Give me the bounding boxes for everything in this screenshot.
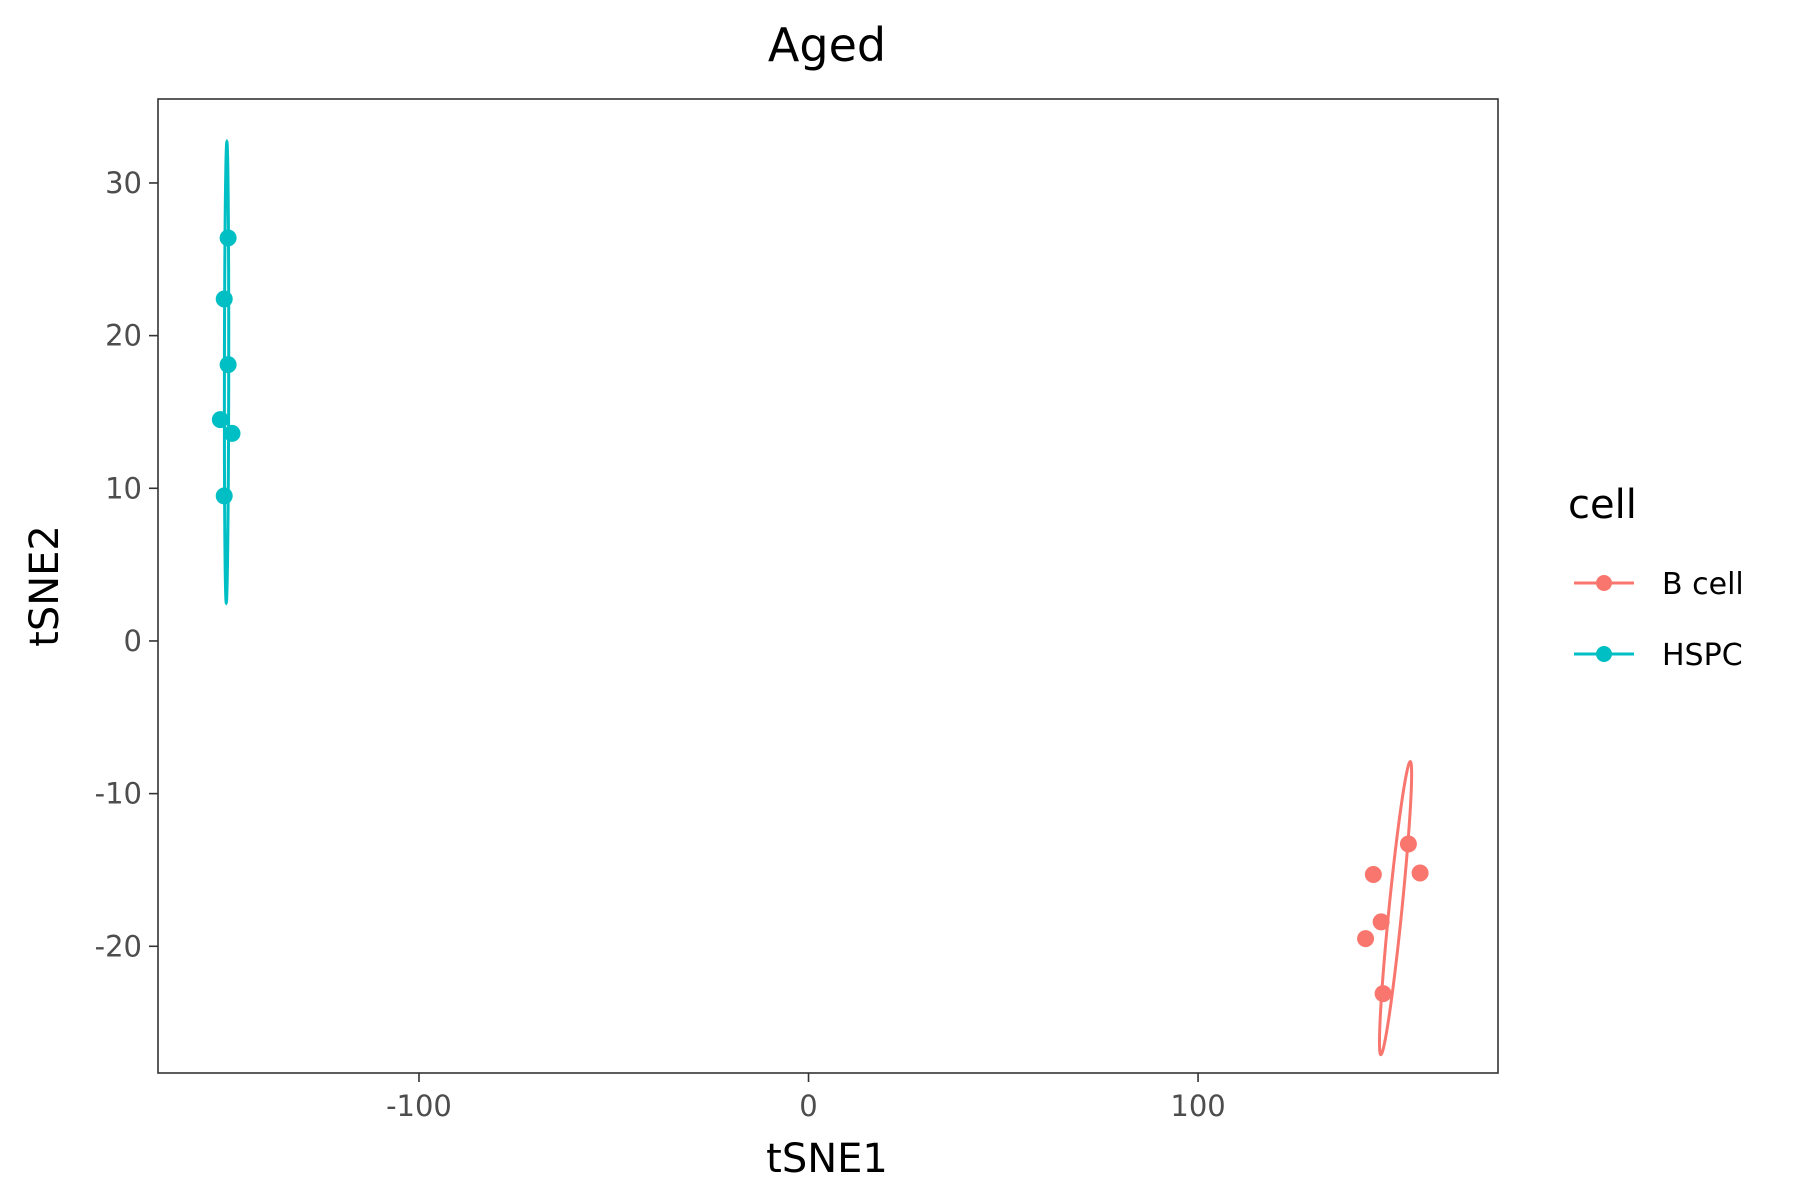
y-tick-label: -10: [95, 777, 142, 811]
legend-label: HSPC: [1662, 638, 1743, 673]
x-axis-title: tSNE1: [766, 1136, 888, 1182]
y-tick-label: 10: [105, 471, 142, 505]
y-tick-label: -20: [95, 929, 142, 963]
legend-label: B cell: [1662, 567, 1744, 602]
legend-item-hspc: HSPC: [1574, 638, 1743, 673]
y-tick-label: 0: [124, 624, 142, 658]
x-tick-label: 0: [799, 1089, 817, 1123]
data-point: [1364, 866, 1382, 884]
data-point: [1399, 835, 1417, 853]
plot-area: [211, 138, 1429, 1057]
legend: cell B cell HSPC: [1568, 482, 1744, 673]
data-point: [1374, 985, 1392, 1003]
data-point: [215, 290, 233, 308]
x-tick-label: 100: [1170, 1089, 1225, 1123]
x-tick-label: -100: [386, 1089, 452, 1123]
series-hspc: [211, 138, 241, 606]
data-point: [219, 356, 237, 374]
legend-item-b-cell: B cell: [1574, 567, 1744, 602]
data-point: [223, 424, 241, 442]
data-point: [1372, 913, 1390, 931]
y-tick-label: 20: [105, 319, 142, 353]
legend-key-dot: [1596, 646, 1612, 662]
legend-title: cell: [1568, 482, 1637, 528]
y-axis-title: tSNE2: [22, 525, 68, 647]
legend-key-dot: [1596, 575, 1612, 591]
confidence-ellipse-hspc: [222, 138, 231, 606]
data-point: [1357, 930, 1375, 948]
chart-title: Aged: [768, 18, 886, 72]
panel-border: [157, 98, 1499, 1074]
data-point: [215, 487, 233, 505]
data-point: [211, 411, 229, 429]
data-point: [219, 229, 237, 247]
y-tick-label: 30: [105, 166, 142, 200]
confidence-ellipse-b-cell: [1377, 760, 1414, 1057]
data-point: [1411, 864, 1429, 882]
series-b-cell: [1357, 760, 1429, 1057]
